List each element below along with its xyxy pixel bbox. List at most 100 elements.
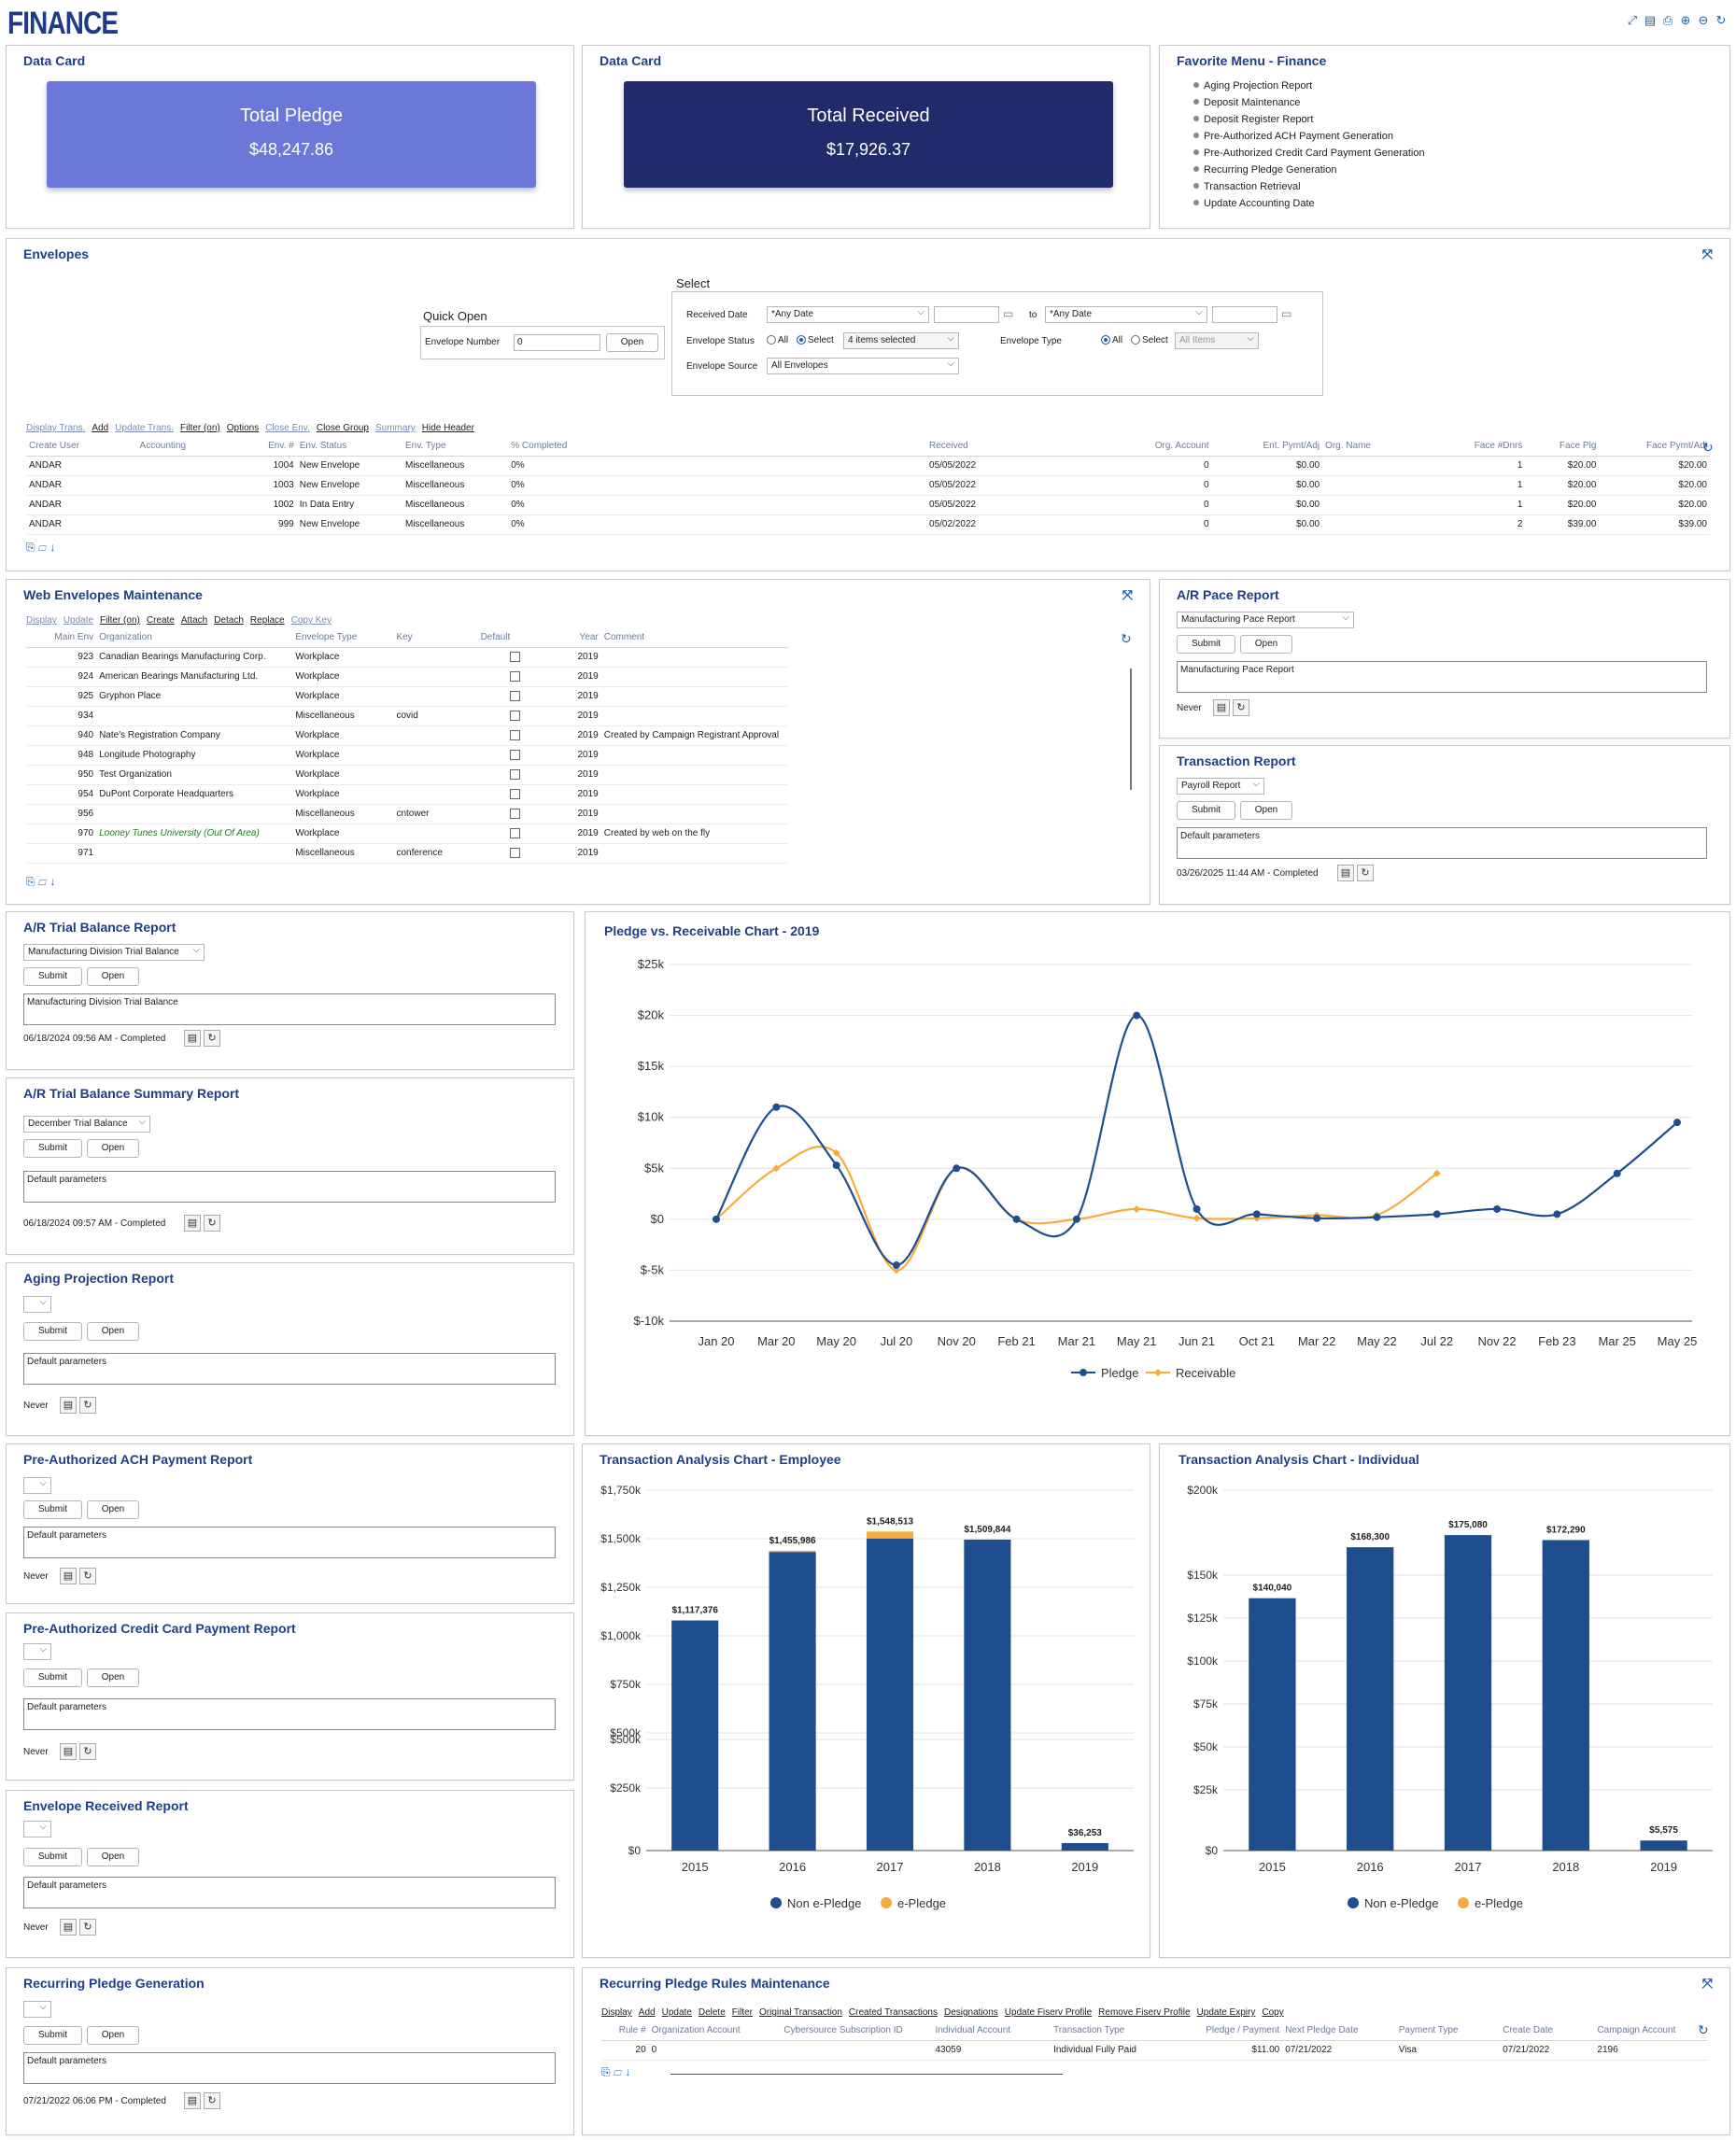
total-pledge-card[interactable]: Total Pledge $48,247.86 <box>47 81 536 188</box>
column-header[interactable]: Comment <box>600 628 788 648</box>
data-point[interactable] <box>1012 1215 1021 1223</box>
report-select[interactable]: Manufacturing Pace Report <box>1177 612 1354 628</box>
column-header[interactable]: Env. Type <box>402 437 509 457</box>
column-header[interactable]: Face Pymt/Adj <box>1599 437 1710 457</box>
column-header[interactable]: Next Pledge Date <box>1282 2021 1396 2041</box>
default-checkbox[interactable] <box>510 749 521 760</box>
column-header[interactable]: Face Plg <box>1525 437 1600 457</box>
collapse-icon[interactable]: ⤧ <box>1122 587 1133 602</box>
submit-button[interactable]: Submit <box>23 2026 82 2045</box>
legend-label[interactable]: Non e-Pledge <box>787 1896 862 1910</box>
favorite-menu-item[interactable]: Deposit Register Report <box>1193 111 1425 128</box>
report-select[interactable]: December Trial Balance <box>23 1116 150 1133</box>
report-select[interactable] <box>23 1643 51 1660</box>
received-date-to-select[interactable]: *Any Date <box>1045 306 1207 323</box>
column-header[interactable]: Transaction Type <box>1051 2021 1193 2041</box>
action-link[interactable]: Update Expiry <box>1196 2007 1256 2018</box>
bar-0[interactable] <box>1542 1540 1589 1851</box>
legend-label[interactable]: Receivable <box>1176 1366 1235 1380</box>
report-select[interactable]: Payroll Report <box>1177 778 1264 795</box>
table-row[interactable]: ANDAR 999 New Envelope Miscellaneous 0% 05/02… <box>26 514 1710 535</box>
document-icon[interactable]: ▤ <box>184 2092 201 2109</box>
refresh-icon[interactable]: ↻ <box>204 1030 220 1047</box>
table-row[interactable]: 924 American Bearings Manufacturing Ltd. W… <box>26 667 788 687</box>
export-icons[interactable]: ⎘ ▱ ↓ <box>26 875 56 888</box>
table-row[interactable]: 925 Gryphon Place Workplace 2019 <box>26 686 788 707</box>
action-link[interactable]: Copy <box>1262 2007 1284 2018</box>
type-select-radio[interactable]: Select <box>1131 335 1168 345</box>
open-button[interactable]: Open <box>1240 635 1292 654</box>
table-row[interactable]: 970 Looney Tunes University (Out Of Area)… <box>26 824 788 844</box>
bar-0[interactable] <box>1444 1535 1492 1851</box>
bar-0[interactable] <box>1640 1840 1687 1851</box>
data-point[interactable] <box>772 1164 781 1173</box>
open-button[interactable]: Open <box>87 2026 139 2045</box>
table-row[interactable]: 948 Longitude Photography Workplace 2019 <box>26 745 788 766</box>
action-link[interactable]: Update <box>63 615 94 626</box>
collapse-icon[interactable]: ⤧ <box>1701 1976 1713 1991</box>
column-header[interactable]: Year <box>552 628 601 648</box>
column-header[interactable]: Main Env <box>26 628 97 648</box>
table-row[interactable]: ANDAR 1002 In Data Entry Miscellaneous 0% 05/… <box>26 495 1710 515</box>
column-header[interactable]: Org. Name <box>1322 437 1428 457</box>
refresh-icon[interactable]: ↻ <box>79 1397 96 1414</box>
status-items-select[interactable]: 4 items selected <box>843 332 959 349</box>
submit-button[interactable]: Submit <box>1177 635 1235 654</box>
open-button[interactable]: Open <box>87 1322 139 1341</box>
data-point[interactable] <box>1072 1215 1080 1223</box>
scrollbar[interactable] <box>670 2074 1063 2075</box>
refresh-icon[interactable]: ↻ <box>1715 13 1727 27</box>
received-date-from-input[interactable] <box>934 306 999 323</box>
table-row[interactable]: 950 Test Organization Workplace 2019 <box>26 765 788 785</box>
scrollbar[interactable] <box>1130 669 1132 790</box>
open-button[interactable]: Open <box>1240 801 1292 820</box>
document-icon[interactable]: ▤ <box>1337 865 1354 881</box>
document-icon[interactable]: ▤ <box>60 1919 77 1936</box>
column-header[interactable]: Individual Account <box>932 2021 1051 2041</box>
action-link[interactable]: Filter (on) <box>179 423 220 433</box>
data-point[interactable] <box>772 1103 781 1111</box>
column-header[interactable]: Create Date <box>1500 2021 1595 2041</box>
default-checkbox[interactable] <box>510 690 521 701</box>
envelope-number-input[interactable]: 0 <box>514 334 600 351</box>
open-button[interactable]: Open <box>87 1668 139 1687</box>
action-link[interactable]: Update Trans. <box>115 423 174 433</box>
bar-0[interactable] <box>866 1538 914 1851</box>
table-row[interactable]: ANDAR 1003 New Envelope Miscellaneous 0% 05/0… <box>26 475 1710 496</box>
table-row[interactable]: ANDAR 1004 New Envelope Miscellaneous 0% 05/0… <box>26 456 1710 476</box>
refresh-icon[interactable]: ↻ <box>204 2092 220 2109</box>
default-checkbox[interactable] <box>510 710 521 721</box>
submit-button[interactable]: Submit <box>1177 801 1235 820</box>
refresh-icon[interactable]: ↻ <box>79 1919 96 1936</box>
open-button[interactable]: Open <box>87 1848 139 1866</box>
data-point[interactable] <box>832 1162 840 1170</box>
total-received-card[interactable]: Total Received $17,926.37 <box>624 81 1113 188</box>
column-header[interactable]: Cybersource Subscription ID <box>781 2021 933 2041</box>
column-header[interactable]: Accounting <box>136 437 248 457</box>
export-icons[interactable]: ⎘ ▱ ↓ <box>601 2065 631 2078</box>
report-select[interactable] <box>23 2001 51 2018</box>
default-checkbox[interactable] <box>510 651 521 662</box>
default-checkbox[interactable] <box>510 768 521 780</box>
type-items-select[interactable]: All Items <box>1175 332 1259 349</box>
document-icon[interactable]: ▤ <box>60 1397 77 1414</box>
favorite-menu-item[interactable]: Recurring Pledge Generation <box>1193 162 1425 178</box>
action-link[interactable]: Close Group <box>316 423 369 433</box>
data-point[interactable] <box>1673 1119 1681 1127</box>
received-date-from-select[interactable]: *Any Date <box>767 306 929 323</box>
action-link[interactable]: Delete <box>698 2007 726 2018</box>
envelope-source-select[interactable]: All Envelopes <box>767 358 959 374</box>
action-link[interactable]: Close Env. <box>265 423 310 433</box>
table-row[interactable]: 954 DuPont Corporate Headquarters Workplac… <box>26 784 788 805</box>
data-point[interactable] <box>1613 1169 1621 1177</box>
action-link[interactable]: Replace <box>249 615 285 626</box>
type-all-radio[interactable]: All <box>1101 335 1122 345</box>
favorite-menu-item[interactable]: Aging Projection Report <box>1193 77 1425 94</box>
data-point[interactable] <box>1252 1210 1261 1218</box>
submit-button[interactable]: Submit <box>23 1848 82 1866</box>
column-header[interactable]: Pledge / Payment <box>1192 2021 1283 2041</box>
action-link[interactable]: Add <box>92 423 109 433</box>
column-header[interactable]: Payment Type <box>1395 2021 1501 2041</box>
data-point[interactable] <box>713 1215 720 1223</box>
add-icon[interactable]: ⊕ <box>1680 13 1691 27</box>
